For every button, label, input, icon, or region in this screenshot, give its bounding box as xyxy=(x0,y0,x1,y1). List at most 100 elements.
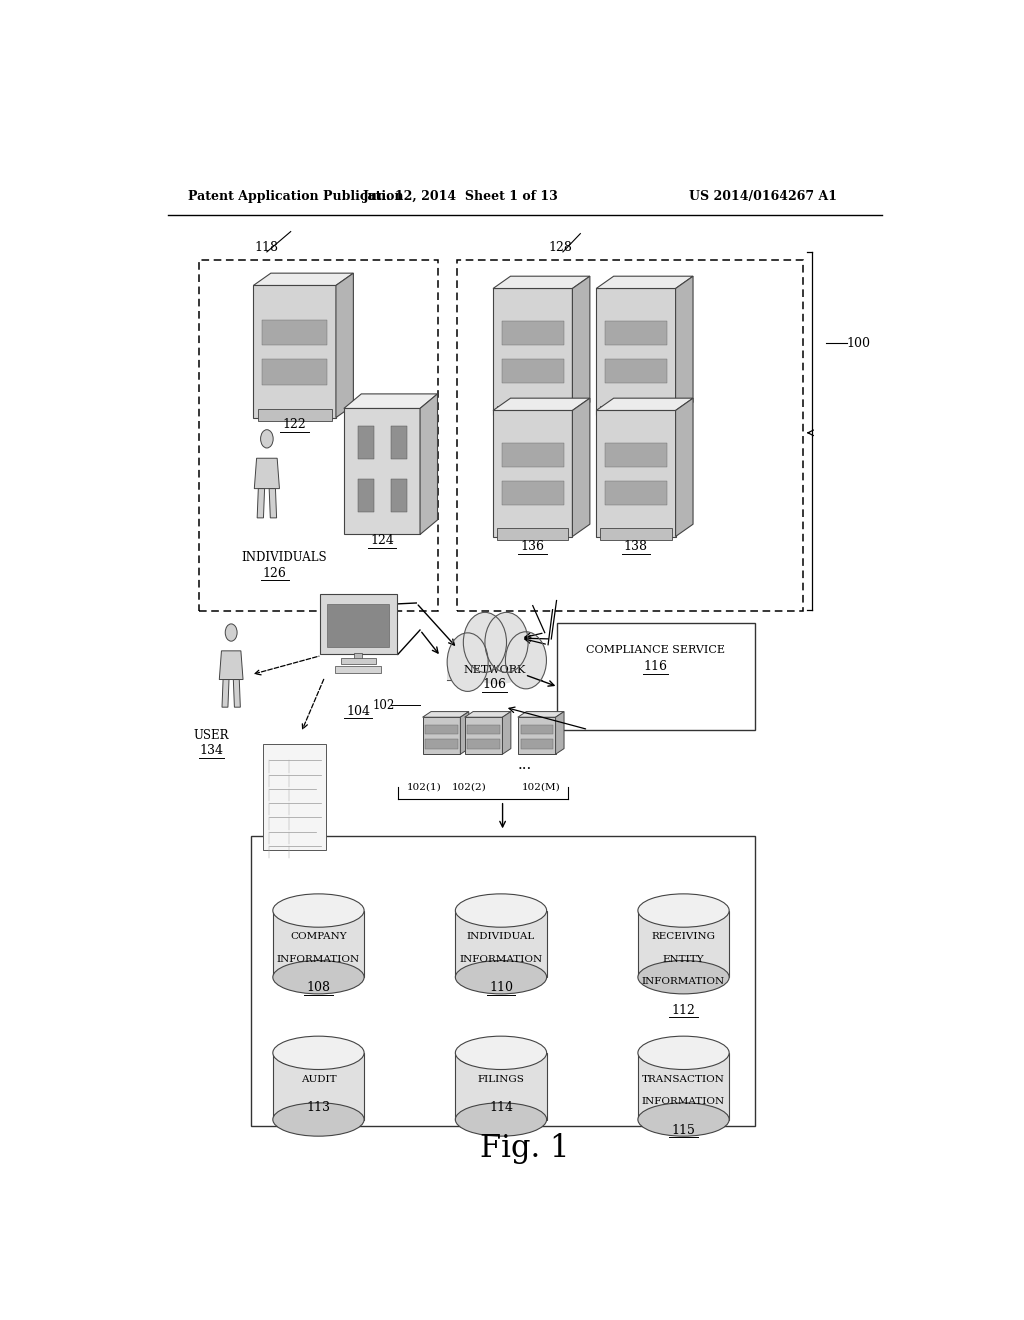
Bar xyxy=(358,479,375,512)
Bar xyxy=(502,359,563,383)
Polygon shape xyxy=(344,408,420,535)
Bar xyxy=(468,725,500,734)
Bar xyxy=(336,665,381,673)
Ellipse shape xyxy=(456,1102,547,1137)
Text: INFORMATION: INFORMATION xyxy=(642,977,725,986)
Text: 102: 102 xyxy=(373,698,394,711)
Bar xyxy=(262,359,327,384)
Text: Patent Application Publication: Patent Application Publication xyxy=(187,190,403,202)
Polygon shape xyxy=(219,651,243,680)
Bar xyxy=(257,409,332,421)
Polygon shape xyxy=(494,289,572,414)
Ellipse shape xyxy=(272,894,365,927)
Bar xyxy=(319,594,396,655)
Bar xyxy=(605,444,667,467)
Bar xyxy=(605,480,667,506)
Polygon shape xyxy=(222,680,229,708)
Text: 102(1): 102(1) xyxy=(407,781,441,791)
Bar xyxy=(605,359,667,383)
Bar xyxy=(263,743,326,850)
Polygon shape xyxy=(596,411,676,536)
Text: 122: 122 xyxy=(283,418,306,432)
Bar xyxy=(600,528,672,540)
Polygon shape xyxy=(254,458,280,488)
Text: ...: ... xyxy=(518,758,531,772)
Text: TRANSACTION: TRANSACTION xyxy=(642,1074,725,1084)
Text: RECEIVING: RECEIVING xyxy=(651,932,716,941)
Ellipse shape xyxy=(638,894,729,927)
Text: Fig. 1: Fig. 1 xyxy=(480,1133,569,1164)
Polygon shape xyxy=(494,399,590,411)
Text: 132: 132 xyxy=(624,418,648,432)
Polygon shape xyxy=(556,711,564,754)
Bar xyxy=(341,659,376,664)
Text: Jun. 12, 2014  Sheet 1 of 13: Jun. 12, 2014 Sheet 1 of 13 xyxy=(364,190,559,202)
Ellipse shape xyxy=(272,961,365,994)
Polygon shape xyxy=(494,276,590,289)
Text: 114: 114 xyxy=(489,1101,513,1114)
Polygon shape xyxy=(465,711,511,717)
Polygon shape xyxy=(253,273,353,285)
Bar xyxy=(328,603,389,648)
Text: 134: 134 xyxy=(200,744,223,758)
Text: 102(M): 102(M) xyxy=(521,781,560,791)
Polygon shape xyxy=(423,711,469,717)
Text: ENTITY: ENTITY xyxy=(663,954,705,964)
Bar xyxy=(638,1053,729,1119)
Bar xyxy=(605,321,667,346)
Text: 100: 100 xyxy=(846,337,870,350)
Ellipse shape xyxy=(638,961,729,994)
Ellipse shape xyxy=(638,1036,729,1069)
Bar xyxy=(502,444,563,467)
Ellipse shape xyxy=(638,1102,729,1137)
Text: 136: 136 xyxy=(521,540,545,553)
Text: 102(2): 102(2) xyxy=(452,781,486,791)
Text: USER: USER xyxy=(194,729,229,742)
Text: 104: 104 xyxy=(346,705,370,718)
Polygon shape xyxy=(596,289,676,414)
Polygon shape xyxy=(518,717,556,754)
Text: 106: 106 xyxy=(482,678,507,692)
Ellipse shape xyxy=(456,961,547,994)
Ellipse shape xyxy=(463,612,507,672)
Bar xyxy=(425,739,458,748)
Bar xyxy=(456,911,547,977)
Text: 124: 124 xyxy=(370,535,394,546)
Text: NETWORK: NETWORK xyxy=(464,665,526,675)
Polygon shape xyxy=(420,393,437,535)
Bar xyxy=(262,319,327,345)
Polygon shape xyxy=(344,393,437,408)
Text: 110: 110 xyxy=(489,981,513,994)
Polygon shape xyxy=(503,711,511,754)
Text: INDIVIDUALS: INDIVIDUALS xyxy=(242,552,327,565)
Polygon shape xyxy=(253,285,336,417)
Polygon shape xyxy=(336,273,353,417)
Ellipse shape xyxy=(260,430,273,447)
Bar xyxy=(600,407,672,417)
Polygon shape xyxy=(676,399,693,536)
Polygon shape xyxy=(596,276,693,289)
Polygon shape xyxy=(461,711,469,754)
FancyBboxPatch shape xyxy=(251,837,755,1126)
Text: 138: 138 xyxy=(624,540,648,553)
Ellipse shape xyxy=(225,624,238,642)
Text: COMPLIANCE SERVICE: COMPLIANCE SERVICE xyxy=(587,645,725,655)
Bar xyxy=(447,659,542,680)
Bar xyxy=(520,725,553,734)
Polygon shape xyxy=(257,488,264,517)
Bar xyxy=(497,528,568,540)
Text: 128: 128 xyxy=(549,242,572,255)
Text: US 2014/0164267 A1: US 2014/0164267 A1 xyxy=(689,190,837,202)
Text: INFORMATION: INFORMATION xyxy=(276,954,360,964)
Bar xyxy=(272,911,365,977)
FancyBboxPatch shape xyxy=(557,623,755,730)
Text: INFORMATION: INFORMATION xyxy=(642,1097,725,1106)
Polygon shape xyxy=(494,411,572,536)
Bar xyxy=(425,725,458,734)
Text: 112: 112 xyxy=(672,1003,695,1016)
Polygon shape xyxy=(572,276,590,414)
Text: 108: 108 xyxy=(306,981,331,994)
Bar xyxy=(502,321,563,346)
Polygon shape xyxy=(518,711,564,717)
Bar xyxy=(502,480,563,506)
